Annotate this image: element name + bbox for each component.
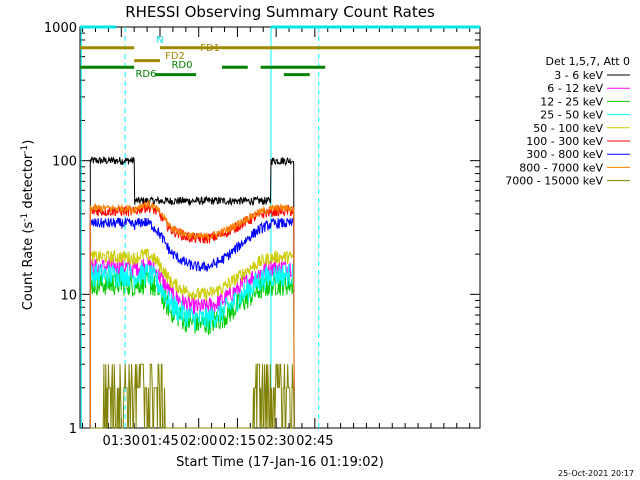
series-line-4 — [89, 262, 295, 429]
series-line-7 — [89, 217, 295, 429]
series-line-8 — [89, 200, 295, 429]
annotation-label-fd1: FD1 — [200, 43, 220, 54]
legend-item-label: 3 - 6 keV — [554, 69, 603, 82]
x-tick-label: 02:45 — [296, 434, 333, 449]
series-line-3 — [89, 270, 295, 429]
plot-area: 1 10 100 1000 01:30 01:45 02:00 02:15 02:30 02:45… — [44, 21, 481, 449]
annotation-label-fd2: FD2 — [165, 51, 185, 62]
annotation-label-rd6: RD6 — [135, 69, 156, 80]
legend-title: Det 1,5,7, Att 0 — [546, 55, 630, 68]
y-axis-label: Count Rate (s-1 detector-1) — [20, 140, 36, 311]
footer-date: 25-Oct-2021 20:17 — [558, 469, 634, 478]
y-tick-label: 1 — [69, 422, 77, 437]
legend-item-label: 12 - 25 keV — [540, 95, 603, 108]
annotation-label-n: N — [156, 35, 163, 46]
legend-item-label: 300 - 800 keV — [526, 148, 603, 161]
x-tick-label: 01:30 — [103, 434, 140, 449]
legend-item-label: 6 - 12 keV — [547, 82, 603, 95]
annotation-label-rd0: RD0 — [171, 60, 192, 71]
legend-item-label: 25 - 50 keV — [540, 109, 603, 122]
x-axis-label: Start Time (17-Jan-16 01:19:02) — [176, 455, 384, 470]
series-line-5 — [89, 248, 295, 429]
series-line-9 — [90, 363, 295, 429]
legend-item-label: 800 - 7000 keV — [519, 161, 603, 174]
x-tick-label: 01:45 — [141, 434, 178, 449]
x-tick-label: 02:15 — [219, 434, 256, 449]
legend-item-label: 50 - 100 keV — [533, 122, 603, 135]
legend-item-label: 7000 - 15000 keV — [505, 175, 603, 188]
y-tick-label: 100 — [52, 155, 77, 170]
chart-title: RHESSI Observing Summary Count Rates — [125, 3, 435, 21]
y-tick-label: 1000 — [44, 21, 77, 36]
series-line-1 — [89, 156, 295, 429]
legend-item-label: 100 - 300 keV — [526, 135, 603, 148]
x-tick-label: 02:00 — [180, 434, 217, 449]
x-tick-label: 02:30 — [257, 434, 294, 449]
y-tick-label: 10 — [60, 288, 77, 303]
